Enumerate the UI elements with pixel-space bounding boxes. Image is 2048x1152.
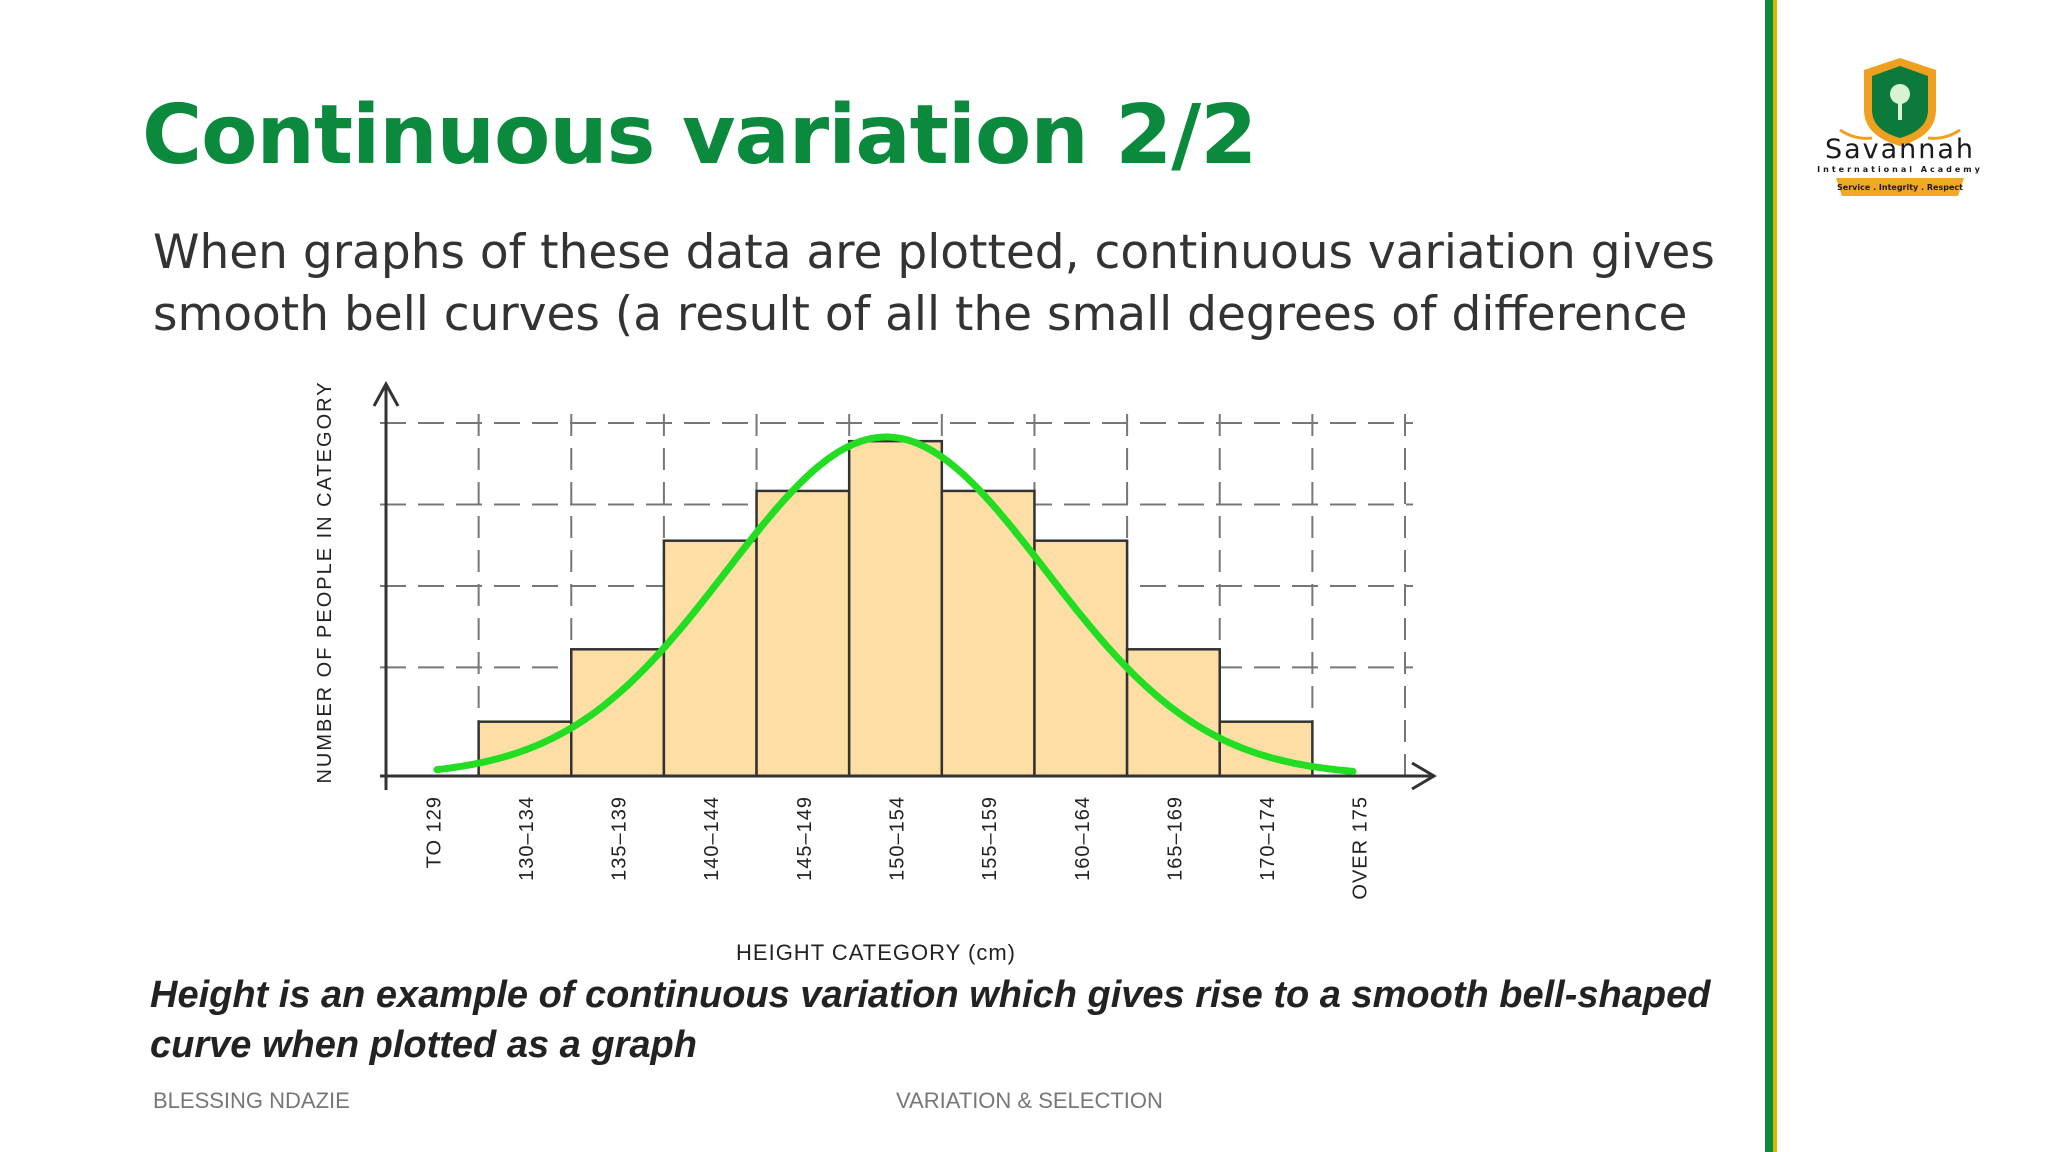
logo-ribbon — [1836, 178, 1964, 196]
caption-text: Height is an example of continuous varia… — [150, 974, 1711, 1066]
x-tick-label: 165–169 — [1164, 796, 1186, 881]
footer-author: BLESSING NDAZIE — [153, 1088, 350, 1113]
chart-bars — [477, 439, 1314, 778]
footer-topic: VARIATION & SELECTION — [896, 1088, 1163, 1113]
logo-name: Savannah — [1825, 134, 1975, 165]
logo-tree-icon — [1890, 84, 1910, 104]
x-tick-label: 150–154 — [887, 796, 909, 881]
x-tick-label: 160–164 — [1072, 796, 1094, 881]
x-tick-labels: TO 129 130–134 135–139 140–144 145–149 150–15… — [423, 796, 1371, 900]
x-tick-label: 130–134 — [516, 796, 538, 881]
logo-tree-trunk — [1898, 102, 1902, 120]
school-logo: Savannah International Academy Service .… — [1817, 58, 1983, 196]
y-axis-title: NUMBER OF PEOPLE IN CATEGORY — [314, 380, 336, 783]
logo-wing-left — [1839, 128, 1873, 140]
histogram-bar — [1218, 720, 1314, 778]
x-tick-label: 140–144 — [701, 796, 723, 881]
x-tick-label: 135–139 — [609, 796, 631, 881]
logo-motto: Service . Integrity . Respect — [1837, 183, 1963, 192]
histogram-bar — [755, 489, 851, 778]
y-axis-arrow — [372, 380, 400, 407]
chart-axes — [372, 380, 1437, 791]
histogram-bar — [570, 648, 666, 778]
x-tick-label: 170–174 — [1257, 796, 1279, 881]
x-tick-label: 145–149 — [794, 796, 816, 881]
side-divider-accent — [1773, 0, 1777, 1152]
logo-subtitle: International Academy — [1817, 165, 1983, 174]
side-divider-bar — [1765, 0, 1773, 1152]
histogram-bar — [847, 439, 944, 778]
histogram-bar — [662, 539, 758, 778]
x-tick-label: OVER 175 — [1350, 796, 1372, 900]
x-tick-label: TO 129 — [423, 796, 445, 868]
bell-curve — [433, 433, 1357, 775]
slide-body-text: When graphs of these data are plotted, c… — [153, 225, 1715, 342]
logo-wing-right — [1927, 128, 1961, 140]
x-tick-label: 155–159 — [979, 796, 1001, 881]
x-axis-title: HEIGHT CATEGORY (cm) — [736, 940, 1016, 965]
slide-title: Continuous variation 2/2 — [142, 88, 1257, 183]
x-axis-arrow — [1411, 761, 1437, 791]
